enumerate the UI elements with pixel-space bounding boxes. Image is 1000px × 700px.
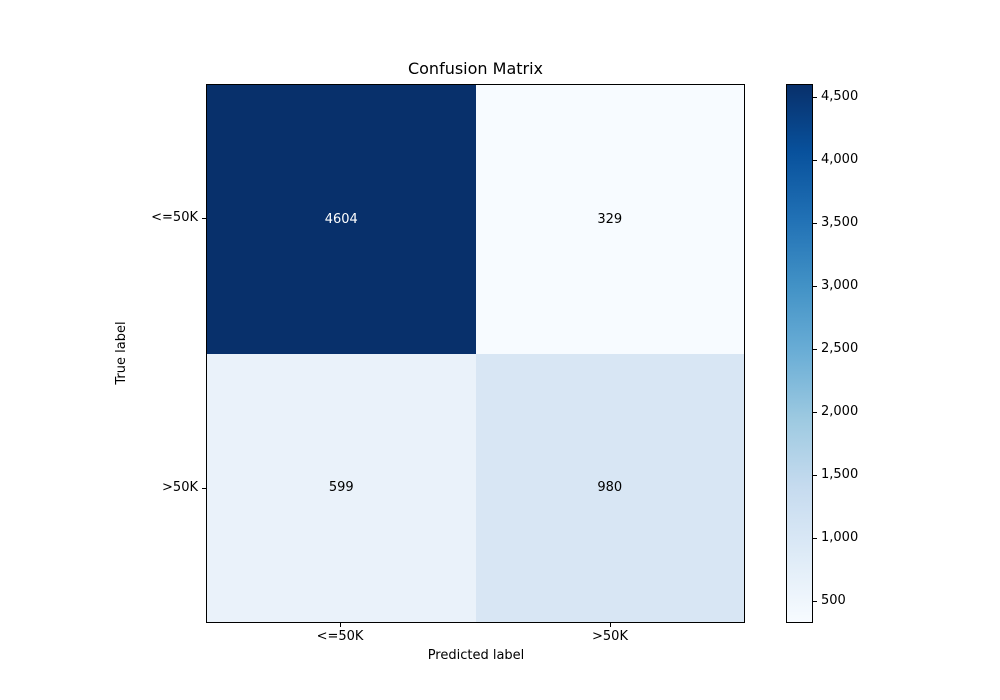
colorbar-tick-mark-2 xyxy=(813,474,817,476)
colorbar-tick-label-0: 500 xyxy=(821,593,846,609)
colorbar-tick-mark-0 xyxy=(813,600,817,602)
y-tick-mark-0 xyxy=(202,218,206,219)
colorbar xyxy=(786,84,813,623)
colorbar-tick-label-4: 2,500 xyxy=(821,341,859,357)
matrix-cell-true-pos: 980 xyxy=(475,353,744,622)
colorbar-tick-label-3: 2,000 xyxy=(821,404,859,420)
colorbar-tick-label-1: 1,000 xyxy=(821,530,859,546)
cell-value: 329 xyxy=(597,211,623,227)
chart-title: Confusion Matrix xyxy=(407,59,544,78)
matrix-cell-false-pos: 329 xyxy=(475,85,744,354)
colorbar-tick-label-5: 3,000 xyxy=(821,278,859,294)
colorbar-tick-mark-6 xyxy=(813,222,817,224)
colorbar-ticks: 500 1,000 1,500 2,000 2,500 3,000 3,500 4,000 4,… xyxy=(813,84,893,623)
x-tick-mark-0 xyxy=(340,623,341,627)
matrix-cell-true-neg: 4604 xyxy=(207,85,476,354)
y-tick-label-1: >50K xyxy=(162,480,198,495)
colorbar-tick-label-7: 4,000 xyxy=(821,152,859,168)
cell-value: 599 xyxy=(328,480,354,496)
cell-value: 4604 xyxy=(324,211,358,227)
x-tick-label-0: <=50K xyxy=(316,629,364,644)
cell-value: 980 xyxy=(597,480,623,496)
colorbar-tick-mark-7 xyxy=(813,159,817,161)
colorbar-tick-label-8: 4,500 xyxy=(821,89,859,105)
colorbar-tick-mark-5 xyxy=(813,285,817,287)
colorbar-tick-mark-3 xyxy=(813,411,817,413)
heatmap-plot: 4604 329 599 980 xyxy=(206,84,745,623)
y-axis-label: True label xyxy=(114,321,129,385)
y-tick-label-0: <=50K xyxy=(151,210,198,225)
x-axis-label: Predicted label xyxy=(427,648,525,663)
colorbar-tick-mark-1 xyxy=(813,537,817,539)
colorbar-tick-label-2: 1,500 xyxy=(821,467,859,483)
x-tick-mark-1 xyxy=(610,623,611,627)
colorbar-tick-mark-8 xyxy=(813,96,817,98)
colorbar-tick-label-6: 3,500 xyxy=(821,215,859,231)
colorbar-tick-mark-4 xyxy=(813,348,817,350)
matrix-cell-false-neg: 599 xyxy=(207,353,476,622)
y-tick-mark-1 xyxy=(202,488,206,489)
x-tick-label-1: >50K xyxy=(592,629,628,644)
